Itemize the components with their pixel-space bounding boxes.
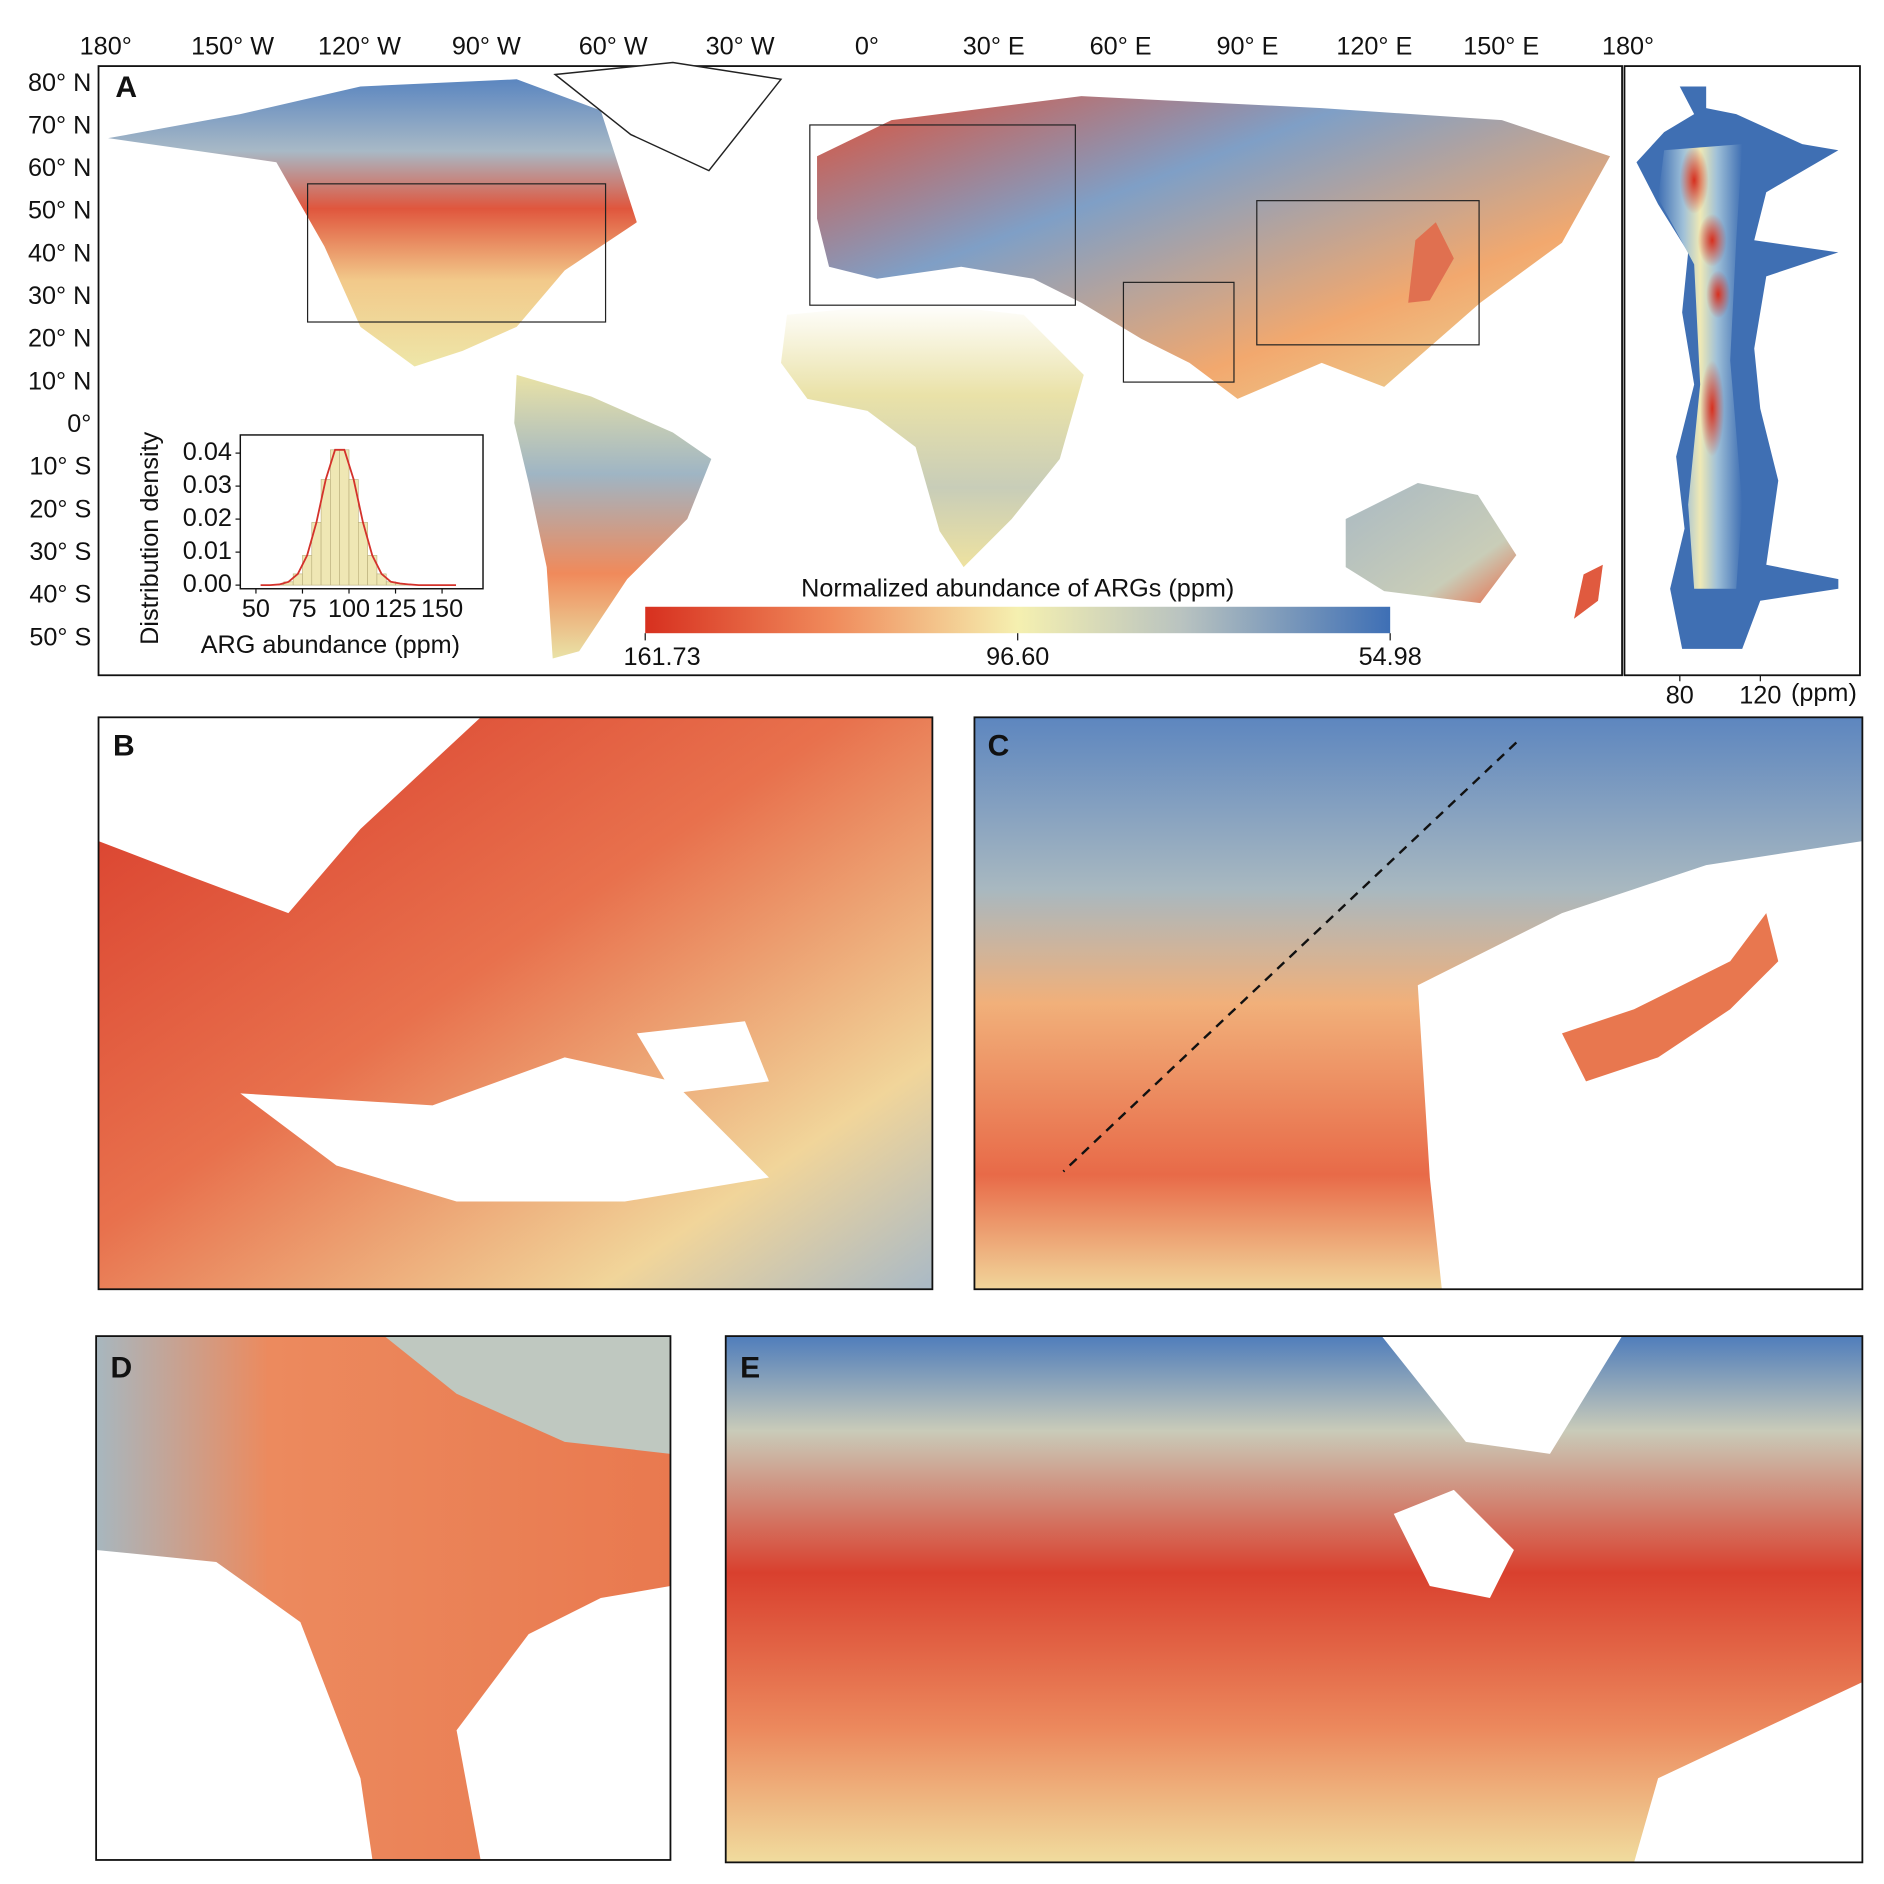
lat-label: 30° S [29,538,91,566]
profile-frame [1623,65,1861,677]
lat-label: 10° S [29,453,91,481]
lon-label: 90° W [452,33,521,61]
lat-label: 40° S [29,581,91,609]
africa [780,302,1084,568]
zoom-box-b [809,124,1076,306]
profile-x-tick-label: 120 [1739,682,1781,710]
lon-label: 120° W [318,33,401,61]
panel-c-frame [973,716,1864,1291]
lat-label: 50° N [28,197,91,225]
profile-hotspot [1700,360,1725,457]
profile-hotspot [1697,213,1727,267]
profile-x-tick-label: 80 [1666,682,1694,710]
lon-label: 180° [80,33,132,61]
histogram-bar [339,449,350,586]
lat-label: 60° N [28,154,91,182]
inset-x-tick-label: 75 [288,595,316,623]
panel-e-sea [1634,1682,1863,1863]
lat-label: 70° N [28,111,91,139]
new-zealand [1574,564,1603,619]
great-lakes [1393,1489,1514,1599]
eurasia [817,96,1611,399]
inset-x-tick-label: 100 [328,595,370,623]
lon-label: 60° E [1090,33,1152,61]
inset-histogram [260,448,457,587]
panel-label: A [115,71,137,104]
inset-y-tick-label: 0.01 [183,537,232,565]
panel-d-sea [456,1586,671,1860]
inset-y-tick-label: 0.03 [183,471,232,499]
lon-label: 120° E [1336,33,1412,61]
panel-e-frame [724,1335,1864,1864]
lon-label: 0° [855,33,879,61]
profile-unit: (ppm) [1791,679,1857,707]
colorbar [645,606,1391,634]
histogram-bar [302,555,313,586]
dashed-line [1062,741,1518,1173]
lon-label: 30° W [706,33,775,61]
lon-label: 150° E [1463,33,1539,61]
inset-x-tick-label: 150 [421,595,463,623]
lat-label: 30° N [28,282,91,310]
greenland [553,61,783,172]
panel-label: B [113,729,135,762]
lon-label: 30° E [963,33,1025,61]
panel-a-frame [97,65,1623,677]
lat-label: 50° S [29,623,91,651]
lat-label: 20° S [29,495,91,523]
lat-label: 20° N [28,325,91,353]
colorbar-tick-label: 161.73 [623,643,700,671]
australia [1345,483,1517,604]
histogram-bar [330,449,340,586]
panel-b-sea [240,1057,769,1202]
lon-label: 180° [1602,33,1654,61]
japan [1408,222,1454,303]
lat-label: 40° N [28,239,91,267]
panel-label: E [740,1352,760,1385]
panel-b-frame [97,716,934,1291]
inset-x-tick-label: 50 [242,595,270,623]
histogram-bar [367,555,378,586]
inset-y-tick-label: 0.00 [183,570,232,598]
zoom-box-c [1256,200,1480,346]
inset-y-tick-label: 0.04 [183,438,232,466]
lon-label: 60° W [579,33,648,61]
hudson-bay [1381,1336,1623,1454]
world-landmasses [108,61,1611,659]
lon-label: 90° E [1217,33,1279,61]
panel-b-sea [98,717,481,914]
zoom-box-d [1122,281,1235,383]
panel-label: D [111,1352,133,1385]
panel-d-sea [96,1549,373,1860]
japan [1561,913,1779,1082]
profile-core [1658,144,1743,589]
lat-label: 10° N [28,367,91,395]
colorbar-title: Normalized abundance of ARGs (ppm) [801,575,1234,603]
colorbar-tick-label: 54.98 [1359,643,1422,671]
zoom-box-e [306,183,607,323]
profile-hotspot [1679,146,1709,214]
lon-label: 150° W [191,33,274,61]
inset-y-tick-label: 0.02 [183,504,232,532]
lat-label: 80° N [28,69,91,97]
inset-x-label: ARG abundance (ppm) [201,631,460,659]
profile-density [1636,86,1839,649]
lat-label: 0° [67,410,91,438]
panel-d-frame [95,1335,672,1861]
panel-d-plateau [384,1336,671,1454]
density-curve [260,448,457,587]
north-america [108,79,637,367]
profile-hotspot [1706,270,1731,319]
panel-b-sea [636,1021,769,1094]
south-america [514,374,712,659]
colorbar-tick-label: 96.60 [986,643,1049,671]
inset-x-tick-label: 125 [374,595,416,623]
panel-label: C [988,729,1010,762]
inset-y-label: Distribution density [136,431,164,644]
